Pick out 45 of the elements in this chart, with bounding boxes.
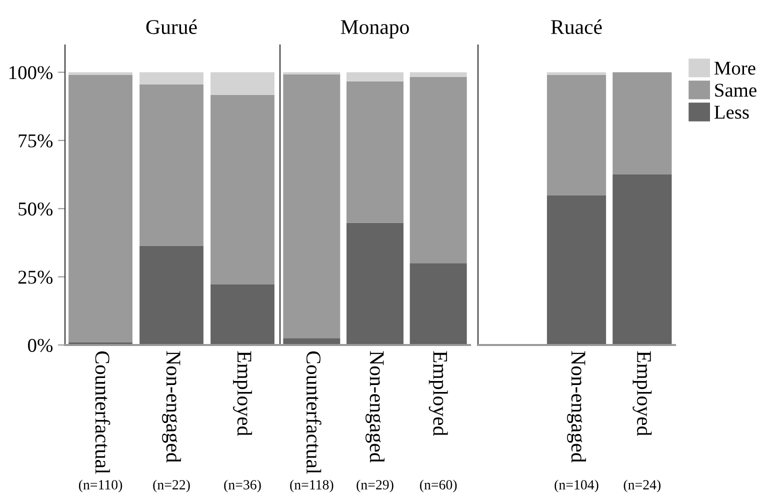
chart-title: Monapo (340, 20, 409, 38)
x-tick-label: Non-engaged (162, 351, 181, 463)
x-tick-label: Non-engaged (567, 351, 586, 463)
bar (410, 76, 467, 264)
text: (n=29) (356, 480, 394, 492)
text: (n=22) (153, 480, 190, 492)
text: (n=118) (290, 480, 334, 492)
bar (140, 72, 204, 85)
x-tick-label: Counterfactual (95, 351, 110, 474)
x-tick-label: Employed (428, 351, 448, 436)
bar (210, 284, 274, 345)
bar (612, 174, 672, 345)
x-tick-label: Non-engaged (366, 351, 384, 463)
legend-label: More (714, 62, 756, 75)
x-tick-label: Counterfactual (306, 351, 322, 474)
bar (346, 72, 404, 82)
chart-title: Gurué (146, 19, 197, 34)
legend-label: Less (714, 106, 749, 119)
text: (n=36) (224, 480, 261, 492)
bar (546, 196, 606, 345)
bar (410, 263, 467, 345)
text: (n=60) (420, 480, 457, 492)
text: (n=104) (554, 480, 598, 492)
bar (546, 75, 606, 196)
bar (140, 246, 204, 345)
x-tick-label: Employed (632, 351, 652, 436)
bar (346, 222, 404, 345)
y-tick-label: 50% (18, 202, 53, 216)
y-tick-label: 0% (28, 338, 53, 352)
y-tick-label: 100% (10, 66, 53, 80)
bar (546, 72, 606, 75)
y-tick-label: 75% (18, 134, 53, 148)
bar (346, 82, 404, 223)
chart-title: Ruacé (551, 19, 602, 34)
bar (612, 72, 672, 175)
x-tick-label: Employed (233, 351, 252, 436)
bar (210, 72, 274, 95)
y-tick-label: 25% (18, 270, 53, 284)
bar (283, 74, 340, 338)
bar (410, 72, 467, 77)
text: (n=110) (78, 480, 122, 492)
legend-label: Same (715, 84, 756, 97)
bar (140, 84, 204, 246)
text: (n=24) (624, 480, 661, 492)
bar (210, 94, 274, 284)
